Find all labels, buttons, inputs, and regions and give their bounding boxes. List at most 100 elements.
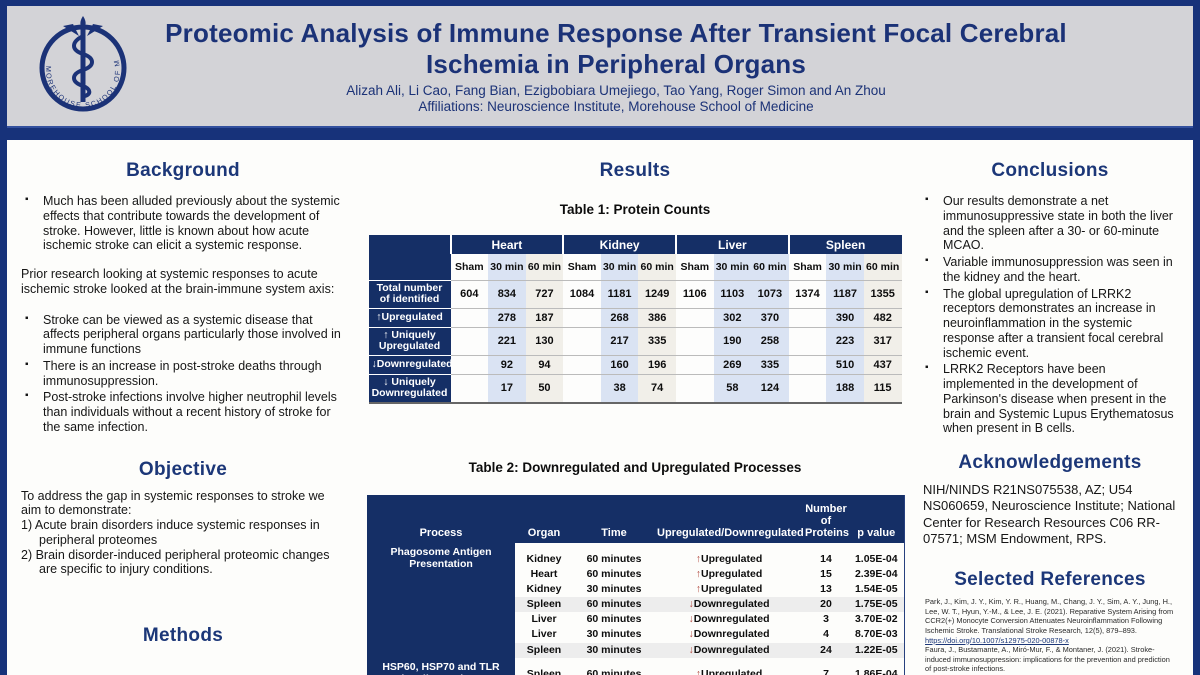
table2-direction-cell: ↓Downregulated (655, 642, 803, 658)
table1-value-cell: 482 (863, 307, 902, 328)
reference-2: Faura, J., Bustamante, A., Miró-Mur, F.,… (925, 645, 1170, 674)
table2-column-header: p value (849, 494, 904, 543)
table1-value-cell (450, 307, 489, 328)
background-bullets-top: Much has been alluded previously about t… (21, 194, 345, 253)
table1-value-cell: 1073 (751, 279, 789, 309)
table1-value-cell: 317 (863, 326, 902, 356)
background-bullet: Stroke can be viewed as a systemic disea… (21, 313, 345, 357)
up-arrow-icon: ↑ (695, 567, 701, 580)
table1-value-cell: 1103 (713, 279, 752, 309)
column-middle: Results Table 1: Protein Counts Heart Kid… (355, 140, 911, 675)
table1-value-cell: 302 (713, 307, 752, 328)
objective-heading: Objective (138, 458, 228, 480)
table2-group-spacer: HSP60, HSP70 and TLR signaling pathway (367, 657, 904, 675)
up-arrow-icon: ↑ (695, 552, 701, 565)
background-bullet: Post-stroke infections involve higher ne… (21, 390, 345, 434)
table1-row-label: ↑Upregulated (368, 307, 451, 328)
table2-caption: Table 2: Downregulated and Upregulated P… (468, 459, 802, 475)
table2-group-spacer: Phagosome Antigen Presentation (367, 542, 904, 658)
table1-value-cell: 58 (713, 373, 752, 403)
up-arrow-icon: ↑ (695, 583, 701, 596)
table1-row-label: ↓Downregulated (368, 354, 453, 375)
conclusion-bullet: Our results demonstrate a net immunosupp… (921, 194, 1179, 253)
table2-row: Heart 60 minutes ↑Upregulated 15 2.39E-04 (367, 567, 904, 582)
table1-value-cell: 1084 (563, 279, 601, 309)
table1-time-header: 60 min (525, 254, 564, 280)
table1-value-cell: 94 (525, 354, 564, 375)
table1-time-header: 30 min (713, 254, 752, 280)
table1-value-cell: 196 (638, 354, 676, 375)
table1-row: Total number of identified 604 834 727 1084 1… (368, 279, 902, 309)
table1-time-header: 30 min (600, 254, 639, 280)
table1-value-cell (450, 373, 489, 403)
background-bullets-bottom: Stroke can be viewed as a systemic disea… (21, 313, 345, 435)
table2-row: Spleen 60 minutes ↑Upregulated 7 1.86E-04 (367, 667, 904, 675)
table2-direction-cell: ↓Downregulated (655, 597, 803, 613)
table2-direction-cell: ↓Downregulated (688, 613, 770, 626)
up-arrow-icon: ↑ (695, 667, 701, 675)
reference-1-doi-link[interactable]: https://doi.org/10.1007/s12975-020-00878… (925, 635, 1069, 645)
table1-value-cell: 130 (525, 326, 564, 356)
reference-1: Park, J., Kim, J. Y., Kim, Y. R., Huang,… (925, 597, 1174, 635)
table2-process-cell: HSP60, HSP70 and TLR signaling pathway (367, 657, 515, 675)
table1-value-cell: 221 (488, 326, 526, 356)
table2-row: Kidney 60 minutes ↑Upregulated 14 1.05E-04 (367, 552, 904, 567)
table1-row-label: ↓ Uniquely Downregulated (368, 373, 451, 403)
table1-value-cell (675, 354, 714, 375)
table2-column-header: Process (367, 494, 515, 543)
table1-value-cell: 390 (826, 307, 864, 328)
table1-value-cell: 437 (863, 354, 902, 375)
table1-value-cell: 50 (525, 373, 564, 403)
results-heading: Results (599, 160, 671, 181)
table1-value-cell: 223 (826, 326, 864, 356)
table1-caption: Table 1: Protein Counts (559, 202, 711, 217)
table1-value-cell: 269 (713, 354, 752, 375)
table1-row: ↓Downregulated 92 94 160 196 269 335 510 437 (368, 354, 902, 375)
table2-column-header: Organ (515, 494, 573, 543)
table1-value-cell (788, 326, 827, 356)
table1-value-cell: 510 (826, 354, 864, 375)
table1-corner-cell (368, 235, 451, 280)
table2-column-header: Time (573, 494, 655, 543)
table2-direction-cell: ↑Upregulated (695, 552, 763, 565)
table1-value-cell: 217 (600, 326, 639, 356)
table1-time-header: 60 min (863, 254, 902, 280)
table1-value-cell (788, 373, 827, 403)
table2-direction-cell: ↓Downregulated (688, 628, 770, 641)
table1-value-cell: 386 (638, 307, 676, 328)
table1-value-cell: 335 (751, 354, 789, 375)
table2-direction-cell: ↑Upregulated (655, 667, 803, 675)
table1-value-cell (563, 373, 601, 403)
table1-value-cell: 92 (488, 354, 526, 375)
table2-row: Spleen 30 minutes ↓Downregulated 24 1.22E-05 (367, 642, 904, 658)
column-left: Background Much has been alluded previou… (7, 140, 355, 675)
table2-row: Kidney 30 minutes ↑Upregulated 13 1.54E-05 (367, 582, 904, 597)
header-text-block: Proteomic Analysis of Immune Response Af… (159, 18, 1193, 114)
table1-value-cell: 1181 (600, 279, 639, 309)
objective-item-1: 1) Acute brain disorders induce systemic… (21, 518, 320, 547)
table1-time-header: Sham (675, 254, 714, 280)
table1-value-cell (450, 354, 489, 375)
table1-row-label: Total number of identified (368, 279, 451, 309)
table1-value-cell (675, 307, 714, 328)
table1-time-header: Sham (788, 254, 827, 280)
table2-direction-cell: ↑Upregulated (695, 567, 763, 580)
table1-value-cell (675, 373, 714, 403)
table1-value-cell: 188 (826, 373, 864, 403)
table1-protein-counts: Heart Kidney Liver Spleen Sham 30 min 60 min Sh… (368, 235, 902, 404)
objective-item-2: 2) Brain disorder-induced peripheral pro… (21, 547, 330, 577)
conclusions-bullets: Our results demonstrate a net immunosupp… (921, 194, 1179, 436)
references-heading: Selected References (954, 569, 1146, 590)
table1-value-cell: 1355 (863, 279, 902, 309)
poster-body: Background Much has been alluded previou… (7, 140, 1193, 675)
table1-value-cell: 74 (638, 373, 676, 403)
table1-value-cell: 727 (525, 279, 564, 309)
background-bullet: Much has been alluded previously about t… (21, 194, 345, 253)
poster-title: Proteomic Analysis of Immune Response Af… (165, 17, 1067, 79)
background-bullet: There is an increase in post-stroke deat… (21, 359, 345, 389)
table1-value-cell (788, 354, 827, 375)
poster-affiliations: Affiliations: Neuroscience Institute, Mo… (418, 99, 814, 115)
table1-value-cell: 604 (450, 279, 489, 309)
table1-value-cell (675, 326, 714, 356)
table1-value-cell: 17 (488, 373, 526, 403)
